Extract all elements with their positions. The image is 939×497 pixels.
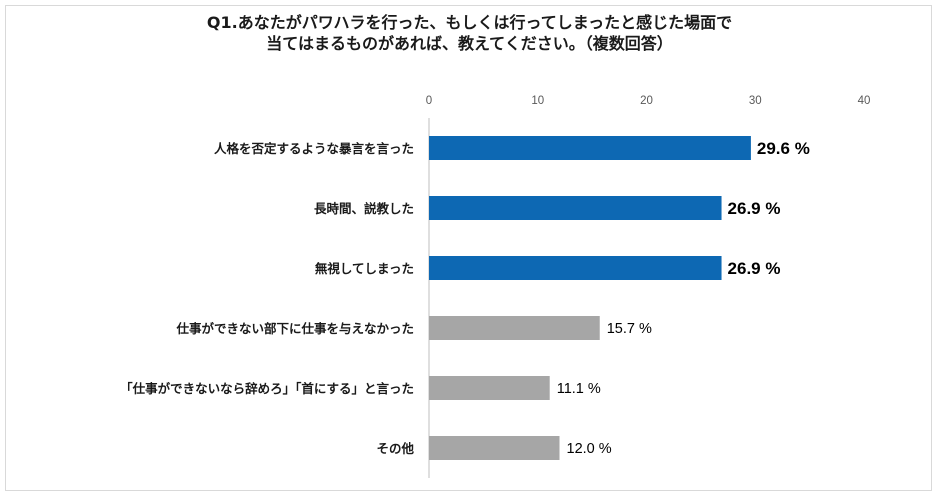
value-label-3: 15.7 % [607, 321, 652, 337]
bar-2 [429, 256, 722, 280]
chart-frame [5, 5, 932, 491]
bar-1 [429, 196, 722, 220]
chart-title: Q1.あなたがパワハラを行った、もしくは行ってしまったと感じた場面で 当てはまる… [0, 12, 939, 54]
value-label-1: 26.9 % [728, 199, 781, 218]
x-tick-label-4: 40 [858, 95, 871, 107]
chart-title-line-2: 当てはまるものがあれば、教えてください。（複数回答） [266, 34, 673, 53]
value-label-5: 12.0 % [567, 441, 612, 457]
category-label-1: 長時間、説教した [314, 201, 414, 216]
x-tick-label-0: 0 [426, 95, 432, 107]
value-label-4: 11.1 % [557, 381, 601, 397]
category-label-2: 無視してしまった [315, 261, 414, 276]
bar-3 [429, 316, 600, 340]
bar-4 [429, 376, 550, 400]
category-label-5: その他 [376, 441, 414, 456]
bar-0 [429, 136, 751, 160]
chart-title-line-1: Q1.あなたがパワハラを行った、もしくは行ってしまったと感じた場面で [206, 13, 733, 32]
x-tick-label-2: 20 [640, 95, 653, 107]
x-tick-label-3: 30 [749, 95, 762, 107]
category-label-0: 人格を否定するような暴言を言った [214, 141, 414, 156]
bar-5 [429, 436, 560, 460]
value-label-0: 29.6 % [757, 139, 810, 158]
value-label-2: 26.9 % [728, 259, 781, 278]
x-tick-label-1: 10 [531, 95, 544, 107]
category-label-4: 「仕事ができないなら辞めろ」「首にする」と言った [120, 381, 414, 396]
category-label-3: 仕事ができない部下に仕事を与えなかった [175, 321, 414, 336]
